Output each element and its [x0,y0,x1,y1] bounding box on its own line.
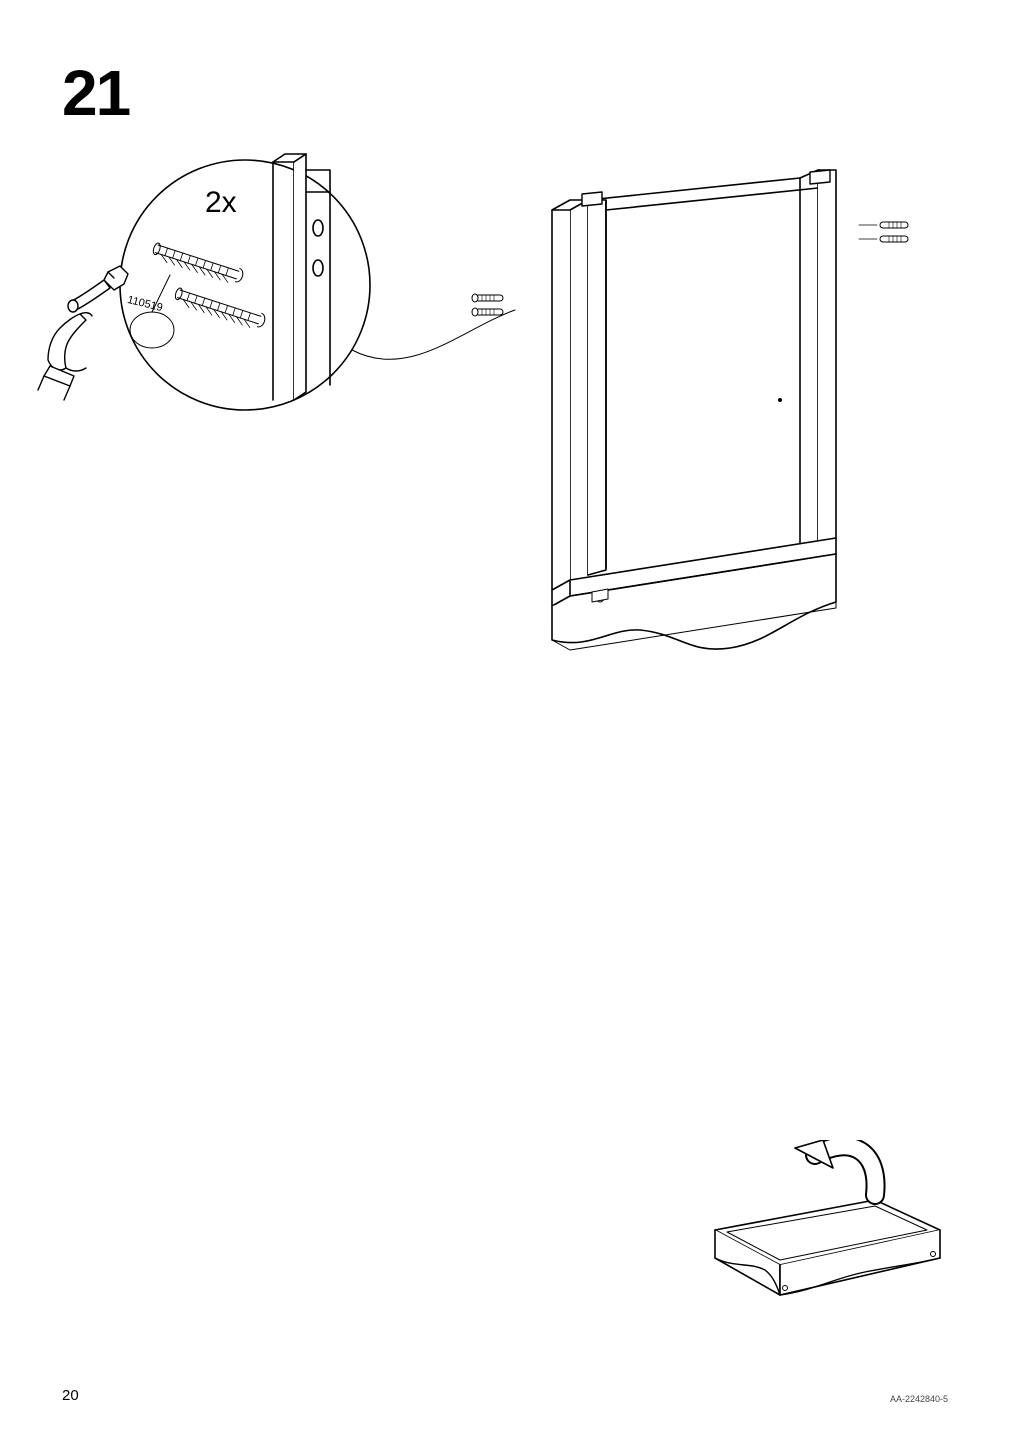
instruction-page: 21 2x 110519 [0,0,1012,1432]
main-assembly-diagram [30,150,950,710]
flip-drawer-diagram [695,1140,955,1325]
step-number: 21 [62,56,129,130]
document-id: AA-2242840-5 [890,1394,948,1404]
page-number: 20 [62,1387,79,1404]
